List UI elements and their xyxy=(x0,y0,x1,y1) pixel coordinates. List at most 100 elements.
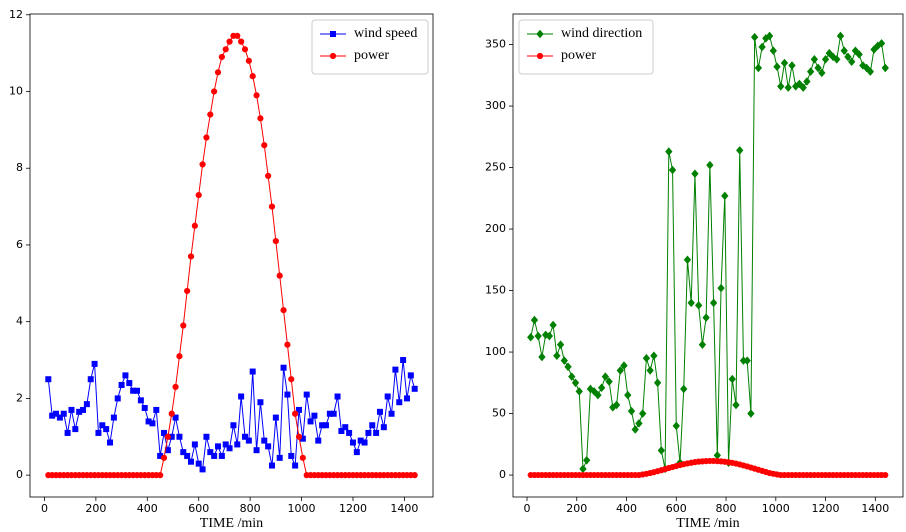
marker xyxy=(191,222,198,229)
marker xyxy=(80,406,87,413)
marker xyxy=(72,426,79,433)
marker xyxy=(855,50,863,59)
marker xyxy=(695,301,703,310)
marker xyxy=(668,165,677,175)
marker xyxy=(195,191,202,199)
y-tick-label: 150 xyxy=(485,284,506,297)
marker xyxy=(605,377,613,386)
marker xyxy=(234,32,241,39)
marker xyxy=(64,429,71,436)
marker xyxy=(226,38,233,45)
marker xyxy=(226,445,233,452)
marker xyxy=(184,287,191,295)
x-tick-label: 0 xyxy=(41,502,48,515)
x-tick-label: 400 xyxy=(137,502,158,515)
marker xyxy=(218,452,225,459)
series-line xyxy=(48,35,415,476)
marker xyxy=(612,400,621,410)
marker xyxy=(564,362,572,372)
marker xyxy=(538,352,546,362)
marker xyxy=(620,361,628,370)
marker xyxy=(373,429,380,436)
marker xyxy=(187,253,195,260)
marker xyxy=(346,429,353,436)
marker xyxy=(560,356,568,365)
marker xyxy=(851,46,860,55)
marker xyxy=(691,169,699,178)
marker xyxy=(245,437,252,444)
marker xyxy=(315,437,322,444)
marker xyxy=(743,356,751,365)
marker xyxy=(238,393,245,400)
marker xyxy=(330,31,336,37)
marker xyxy=(157,472,164,479)
marker xyxy=(122,372,129,379)
marker xyxy=(307,418,314,425)
marker xyxy=(261,437,268,444)
marker xyxy=(280,307,287,314)
marker xyxy=(803,77,811,86)
marker xyxy=(322,422,329,429)
marker xyxy=(881,63,889,73)
marker xyxy=(784,83,792,92)
legend: wind speed power xyxy=(311,19,429,75)
marker xyxy=(534,331,542,341)
marker xyxy=(380,424,387,431)
marker xyxy=(810,55,819,64)
y-tick-label: 0 xyxy=(16,468,23,481)
marker xyxy=(732,400,740,410)
marker xyxy=(303,391,310,398)
marker xyxy=(369,422,376,429)
marker xyxy=(545,331,554,341)
marker xyxy=(635,419,643,428)
marker xyxy=(765,31,774,41)
marker xyxy=(180,322,187,329)
marker xyxy=(103,426,110,433)
marker xyxy=(407,372,414,379)
marker xyxy=(257,115,264,122)
marker xyxy=(253,92,260,99)
marker xyxy=(268,203,276,210)
marker xyxy=(795,79,804,89)
marker xyxy=(411,385,418,392)
marker xyxy=(665,147,673,156)
marker xyxy=(713,451,721,460)
x-tick-label: 1000 xyxy=(762,502,790,515)
marker xyxy=(549,320,557,330)
marker xyxy=(773,62,781,71)
marker xyxy=(295,433,303,440)
x-tick-label: 600 xyxy=(188,502,209,515)
marker xyxy=(601,372,610,381)
marker xyxy=(230,422,237,429)
marker xyxy=(575,387,583,396)
marker xyxy=(706,160,714,170)
marker xyxy=(536,29,544,39)
marker xyxy=(780,58,789,68)
marker xyxy=(53,410,60,417)
marker xyxy=(45,376,52,383)
marker xyxy=(99,422,106,429)
x-tick-label: 400 xyxy=(616,502,637,515)
marker xyxy=(653,378,662,388)
marker xyxy=(276,454,283,461)
y-tick-label: 2 xyxy=(16,391,23,404)
marker xyxy=(95,429,102,436)
marker xyxy=(833,55,841,64)
marker xyxy=(160,454,168,461)
marker xyxy=(292,410,299,417)
marker xyxy=(137,397,144,404)
marker xyxy=(365,429,372,436)
marker xyxy=(199,466,206,473)
marker xyxy=(234,441,241,448)
marker xyxy=(376,408,383,415)
marker xyxy=(87,376,94,383)
marker xyxy=(709,298,718,308)
marker xyxy=(261,142,268,149)
marker xyxy=(299,454,306,461)
marker xyxy=(245,57,252,64)
marker xyxy=(747,409,755,418)
marker xyxy=(265,172,272,179)
marker xyxy=(754,63,763,73)
marker xyxy=(60,410,67,417)
